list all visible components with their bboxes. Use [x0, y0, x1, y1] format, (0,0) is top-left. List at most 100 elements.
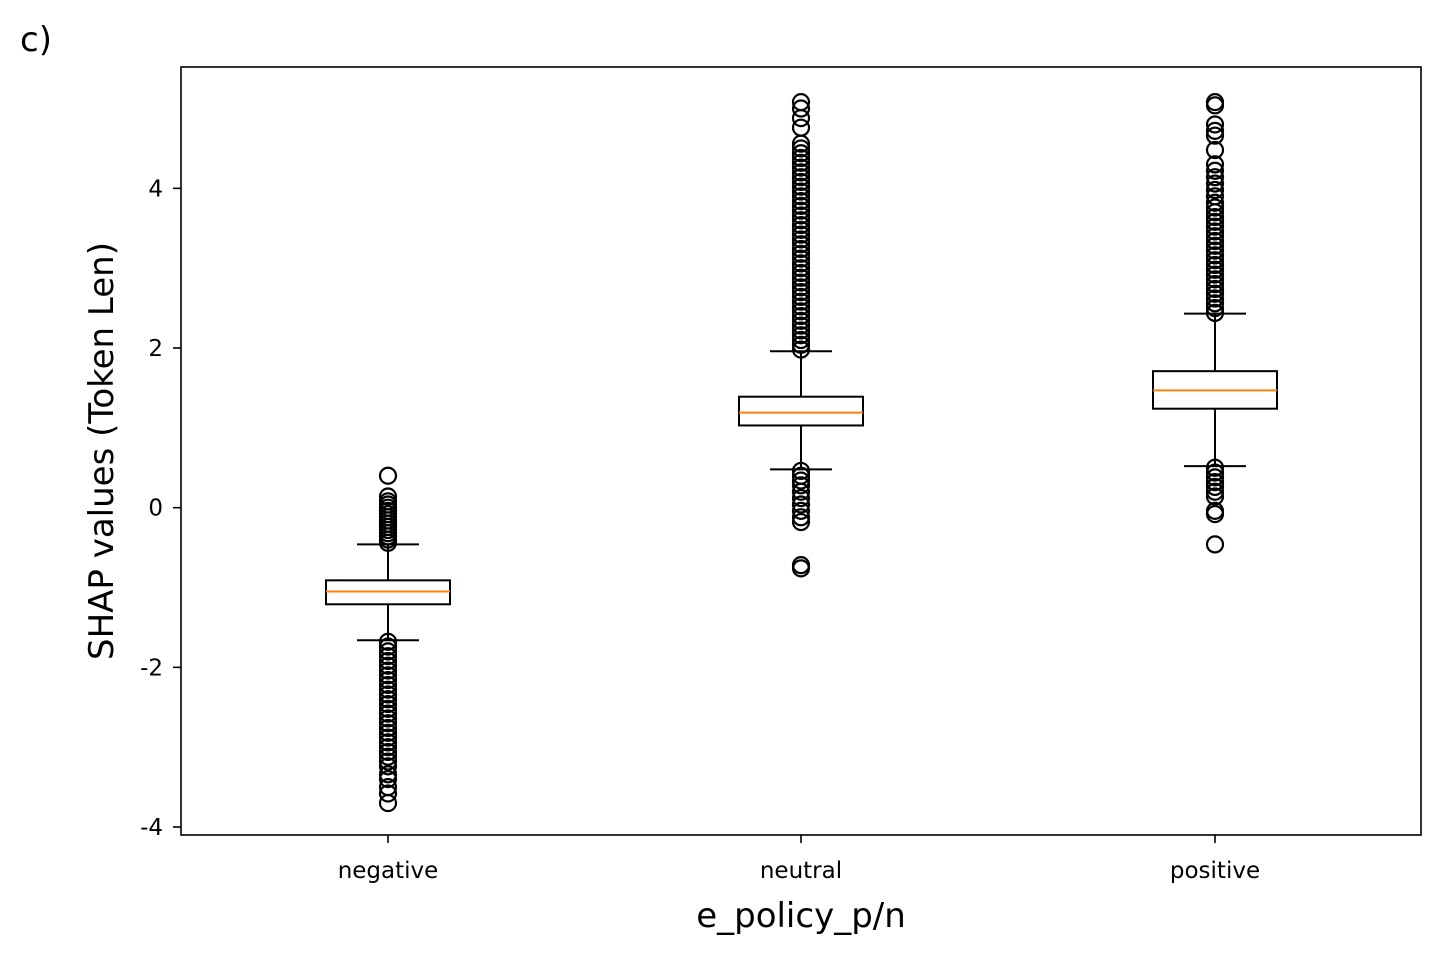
- outlier-point: [791, 559, 811, 578]
- outlier-point: [1205, 270, 1225, 289]
- outlier-point: [791, 220, 811, 239]
- outlier-point: [791, 206, 811, 225]
- outlier-point: [1205, 126, 1225, 145]
- outlier-point: [791, 297, 811, 316]
- y-axis: -4 -2 0 2 4: [140, 176, 181, 841]
- outlier-point: [378, 723, 398, 742]
- outlier-point: [791, 249, 811, 268]
- outlier-point: [1205, 477, 1225, 497]
- outlier-point: [378, 728, 398, 747]
- outlier-point: [791, 508, 811, 527]
- outlier-point: [791, 177, 811, 196]
- outlier-point: [1205, 193, 1225, 212]
- outlier-point: [791, 476, 811, 495]
- outlier-point: [791, 215, 811, 235]
- outlier-point: [791, 230, 811, 249]
- y-tick-label: 2: [148, 336, 163, 362]
- outlier-point: [791, 326, 811, 345]
- outlier-point: [1205, 180, 1225, 200]
- outlier-point: [1205, 161, 1225, 180]
- outlier-point: [791, 254, 811, 273]
- outlier-point: [378, 709, 398, 728]
- y-tick-label: -4: [140, 815, 163, 841]
- outlier-point: [1205, 174, 1225, 193]
- panel-label: c): [20, 20, 52, 60]
- outlier-point: [791, 321, 811, 340]
- outlier-point: [378, 757, 398, 776]
- x-axis: negative neutral positive: [338, 835, 1260, 884]
- outlier-point: [1205, 93, 1225, 112]
- outlier-point: [791, 495, 811, 514]
- outlier-point: [1205, 255, 1225, 275]
- outlier-point: [791, 340, 811, 359]
- outlier-point: [1205, 246, 1225, 265]
- outlier-point: [1205, 198, 1225, 217]
- outlier-point: [1205, 121, 1225, 140]
- outlier-point: [791, 335, 811, 354]
- outlier-point: [378, 770, 398, 789]
- outlier-point: [378, 765, 398, 784]
- outlier-point: [791, 482, 811, 501]
- outlier-point: [1205, 187, 1225, 206]
- outlier-point: [791, 501, 811, 520]
- outlier-point: [791, 139, 811, 158]
- outlier-point: [378, 738, 398, 757]
- outlier-point: [378, 675, 398, 695]
- outlier-point: [791, 211, 811, 230]
- outlier-point: [791, 99, 811, 118]
- outlier-point: [378, 784, 398, 803]
- outlier-point: [791, 311, 811, 330]
- outlier-point: [378, 647, 398, 666]
- outlier-point: [1205, 227, 1225, 246]
- outlier-point: [791, 187, 811, 206]
- outlier-point: [791, 144, 811, 163]
- outlier-point: [1205, 535, 1225, 554]
- outlier-point: [791, 489, 811, 508]
- outlier-point: [1205, 222, 1225, 241]
- box: [738, 395, 864, 427]
- outlier-point: [378, 642, 398, 661]
- outlier-point: [791, 108, 811, 128]
- outlier-point: [791, 273, 811, 292]
- outlier-point: [1205, 289, 1225, 308]
- outlier-point: [1205, 284, 1225, 303]
- outlier-point: [1205, 212, 1225, 231]
- outlier-point: [378, 747, 398, 766]
- outlier-point: [1205, 463, 1225, 482]
- outlier-point: [1205, 482, 1225, 501]
- outlier-point: [791, 306, 811, 326]
- outlier-point: [791, 287, 811, 307]
- outlier-point: [378, 714, 398, 733]
- outlier-point: [1205, 468, 1225, 487]
- outlier-point: [378, 793, 398, 813]
- outlier-point: [378, 699, 398, 718]
- outlier-point: [378, 671, 398, 690]
- outlier-point: [1205, 236, 1225, 255]
- outlier-point: [378, 656, 398, 675]
- x-tick-label: neutral: [760, 858, 842, 884]
- outlier-point: [378, 492, 398, 511]
- box-group-positive: [1152, 93, 1278, 554]
- outlier-point: [378, 666, 398, 685]
- outlier-point: [791, 330, 811, 350]
- box-group-neutral: [738, 93, 864, 578]
- outlier-point: [791, 244, 811, 263]
- outlier-point: [1205, 303, 1225, 322]
- outlier-point: [378, 632, 398, 651]
- outlier-point: [791, 168, 811, 187]
- outlier-point: [791, 471, 811, 490]
- outlier-point: [1205, 265, 1225, 284]
- outlier-point: [1205, 241, 1225, 260]
- outlier-point: [791, 259, 811, 278]
- outlier-point: [378, 690, 398, 709]
- outlier-point: [791, 239, 811, 259]
- outlier-point: [378, 742, 398, 762]
- outlier-point: [791, 192, 811, 211]
- outlier-point: [378, 704, 398, 723]
- outlier-point: [791, 292, 811, 311]
- outlier-point: [378, 718, 398, 738]
- outlier-point: [378, 680, 398, 699]
- outlier-point: [1205, 155, 1225, 174]
- outlier-point: [791, 93, 811, 112]
- outlier-point: [791, 512, 811, 532]
